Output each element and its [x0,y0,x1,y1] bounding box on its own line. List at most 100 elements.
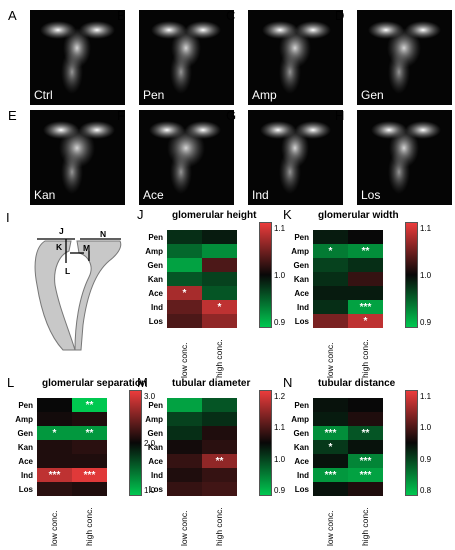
heatmap-column-label: high conc. [214,339,224,378]
colorbar-tick-label: 0.9 [274,318,286,327]
heatmap-title: glomerular separation [42,378,148,389]
micrograph-label: Gen [361,88,384,102]
heatmap-cell: ** [348,244,383,258]
colorbar-tick-label: 2.0 [144,439,156,448]
heatmap-cell [313,314,348,328]
panel-letter-C: C [226,8,236,23]
heatmap-row-label: Ind [151,303,163,312]
heatmap-cell [167,314,202,328]
colorbar-tick-label: 1.0 [420,271,432,280]
heatmap-cell [167,398,202,412]
heatmap-cell [72,482,107,496]
heatmap-cell: * [313,440,348,454]
heatmap-row-label: Ind [297,303,309,312]
colorbar-tick-label: 1.1 [420,224,432,233]
panel-letter-J: J [137,207,144,222]
heatmap-cell [313,272,348,286]
colorbar [405,222,418,328]
heatmap-row-label: Amp [145,247,163,256]
heatmap-cell [72,454,107,468]
colorbar-tick-label: 1.0 [144,486,156,495]
heatmap-row-label: Amp [291,415,309,424]
heatmap-cell [202,440,237,454]
heatmap-row-label: Los [294,317,309,326]
heatmap-cell [202,286,237,300]
heatmap-row-label: Kan [17,443,33,452]
heatmap-row-label: Ace [294,289,309,298]
heatmap-cell [167,440,202,454]
heatmap-row-label: Gen [17,429,33,438]
heatmap-row-label: Ind [297,471,309,480]
micrograph-label: Kan [34,188,56,202]
heatmap-cell: * [37,426,72,440]
heatmap-cell: * [348,314,383,328]
heatmap-cell: *** [348,454,383,468]
heatmap-row-label: Gen [293,261,309,270]
heatmap-cell [202,412,237,426]
heatmap-row-label: Los [18,485,33,494]
panel-letter-E: E [8,108,17,123]
heatmap-row-label: Amp [291,247,309,256]
heatmap-row-label: Los [148,485,163,494]
micrograph-kan: Kan [30,110,125,205]
colorbar [259,222,272,328]
heatmap-cell [313,286,348,300]
heatmap-cell [37,440,72,454]
heatmap-column-label: high conc. [360,507,370,546]
heatmap-cell [37,398,72,412]
colorbar-tick-label: 1.1 [274,224,286,233]
panel-letter-N: N [283,375,293,390]
schematic-label-m: M [83,243,91,253]
heatmap-cell [202,426,237,440]
micrograph-label: Pen [143,88,165,102]
heatmap-cell [313,300,348,314]
heatmap-cell [202,398,237,412]
heatmap-cell [167,454,202,468]
heatmap-title: glomerular width [318,210,399,221]
colorbar [405,390,418,496]
heatmap-cell [167,426,202,440]
heatmap-cell [37,412,72,426]
panel-letter-B: B [117,8,126,23]
heatmap-cell [167,272,202,286]
colorbar [259,390,272,496]
heatmap-row-label: Amp [145,415,163,424]
heatmap-cell [167,230,202,244]
micrograph-label: Ctrl [34,88,53,102]
heatmap-row-label: Kan [293,275,309,284]
heatmap-cell: ** [72,398,107,412]
heatmap-cell [72,412,107,426]
heatmap-cell [202,244,237,258]
heatmap-row-label: Pen [148,401,163,410]
heatmap-cell: *** [313,468,348,482]
panel-letter-H: H [335,108,345,123]
panel-letter-M: M [137,375,148,390]
tubule-right-limb [74,240,122,351]
panel-letter-A: A [8,8,17,23]
colorbar-tick-label: 0.8 [420,486,432,495]
heatmap-cell: ** [348,426,383,440]
heatmap-column-label: high conc. [214,507,224,546]
panel-letter-G: G [226,108,237,123]
heatmap-row-label: Kan [147,275,163,284]
heatmap-column-label: low conc. [325,342,335,378]
heatmap-cell [313,258,348,272]
heatmap-cell [348,412,383,426]
schematic-label-k: K [56,242,63,252]
colorbar-tick-label: 0.9 [274,486,286,495]
heatmap-cell [167,258,202,272]
colorbar-tick-label: 1.1 [420,392,432,401]
heatmap-cell: ** [202,454,237,468]
colorbar-tick-label: 1.0 [274,271,286,280]
heatmap-cell [167,412,202,426]
tubule-left-limb [34,240,76,351]
schematic-label-j: J [59,226,64,236]
heatmap-row-label: Kan [293,443,309,452]
schematic-label-n: N [100,229,107,239]
heatmap-row-label: Gen [147,429,163,438]
colorbar-tick-label: 1.0 [274,454,286,464]
heatmap-row-label: Pen [294,233,309,242]
heatmap-cell [313,398,348,412]
heatmap-row-label: Ace [148,457,163,466]
heatmap-cell [348,230,383,244]
